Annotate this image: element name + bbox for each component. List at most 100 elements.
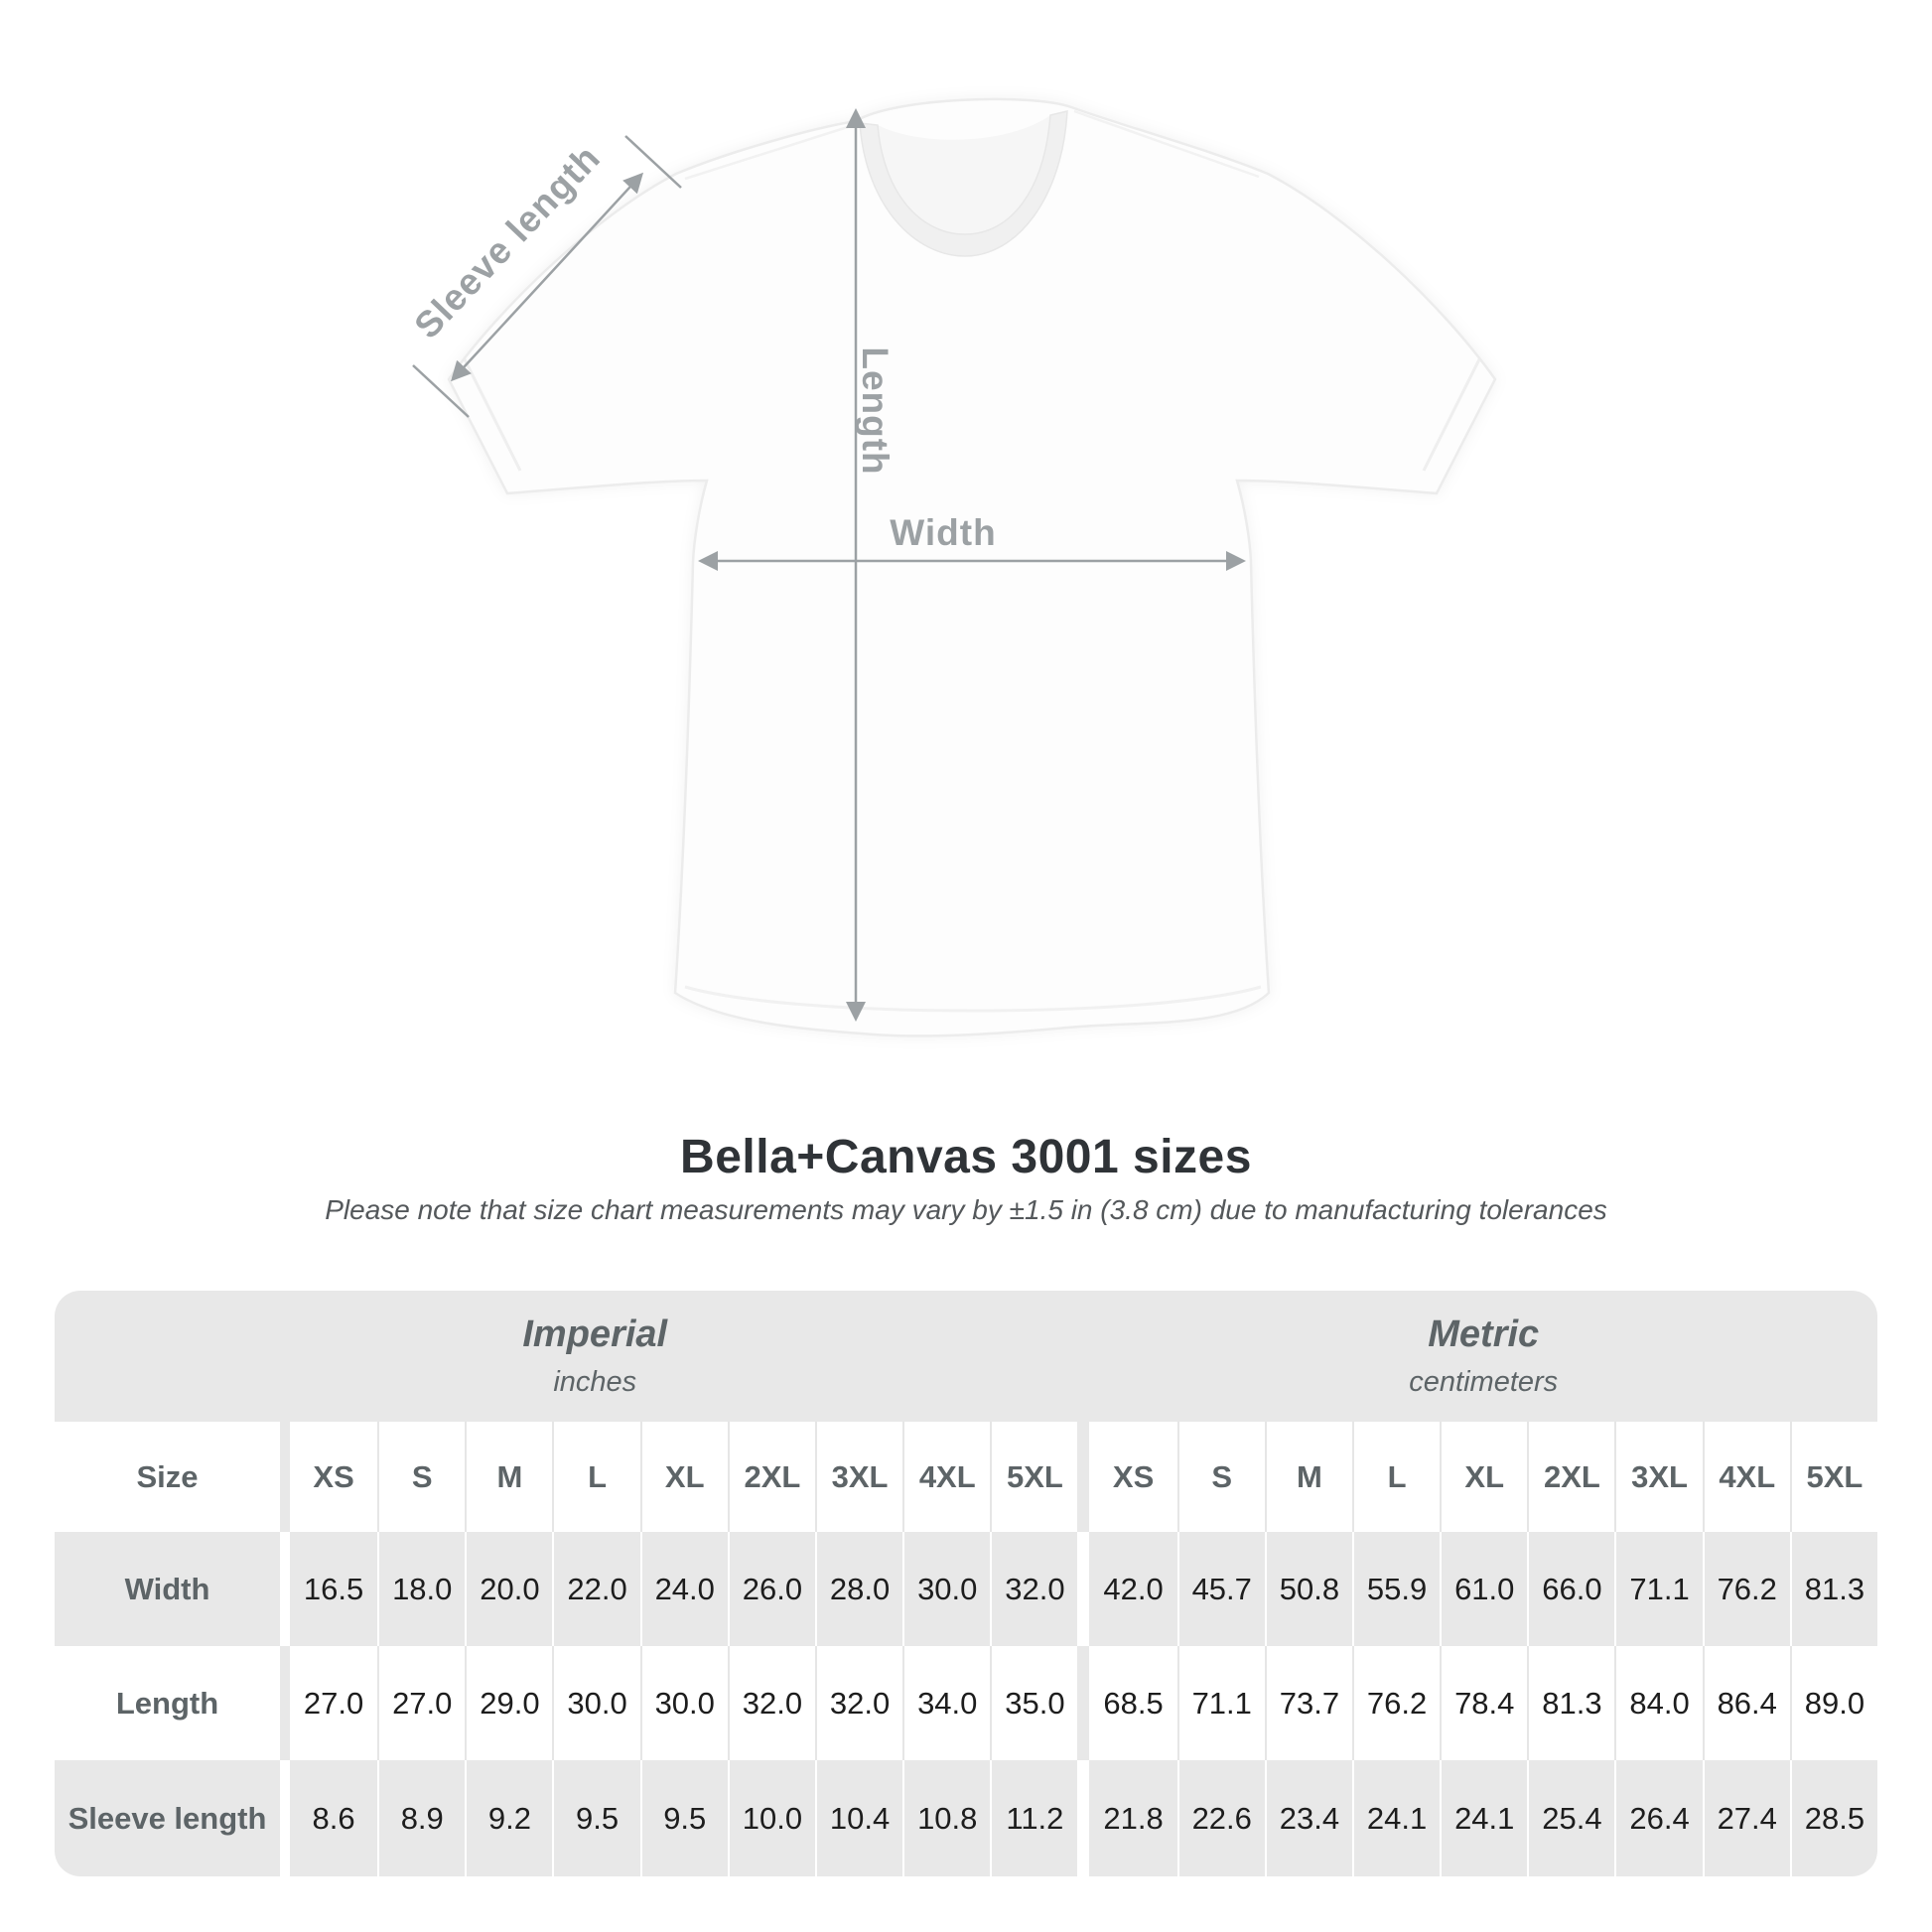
cell-value: 21.8 (1089, 1760, 1177, 1876)
label-separator (280, 1422, 290, 1532)
metric-size-header: 3XL (1614, 1422, 1703, 1532)
cell-value: 42.0 (1089, 1532, 1177, 1646)
cell-value: 26.0 (727, 1532, 815, 1646)
imperial-size-header: XS (290, 1422, 378, 1532)
cell-value: 34.0 (902, 1646, 991, 1760)
cell-value: 22.0 (552, 1532, 640, 1646)
cell-value: 20.0 (465, 1532, 553, 1646)
sleeve-length-end-tick (624, 135, 682, 189)
size-column-header: Size (55, 1422, 280, 1532)
cell-value: 29.0 (465, 1646, 553, 1760)
imperial-size-header: S (377, 1422, 466, 1532)
cell-value: 30.0 (902, 1532, 991, 1646)
cell-value: 66.0 (1527, 1532, 1615, 1646)
cell-value: 27.0 (290, 1646, 378, 1760)
cell-value: 55.9 (1351, 1532, 1441, 1646)
tshirt-measurement-diagram: Length Width Sleeve length (406, 97, 1497, 1037)
group-separator (1077, 1291, 1090, 1422)
cell-value: 81.3 (1527, 1646, 1615, 1760)
imperial-group-header: Imperial inches (55, 1291, 1078, 1422)
cell-value: 9.5 (552, 1760, 640, 1876)
imperial-group-title: Imperial (522, 1313, 668, 1355)
cell-value: 45.7 (1176, 1532, 1265, 1646)
tshirt-collar-band (859, 110, 1068, 257)
cell-value: 30.0 (639, 1646, 728, 1760)
cell-value: 26.4 (1614, 1760, 1703, 1876)
cell-value: 81.3 (1789, 1532, 1877, 1646)
cell-value: 10.8 (902, 1760, 991, 1876)
metric-size-header: 4XL (1702, 1422, 1790, 1532)
cell-value: 86.4 (1702, 1646, 1790, 1760)
imperial-group-unit: inches (553, 1366, 637, 1398)
imperial-size-header: XL (639, 1422, 728, 1532)
label-separator (280, 1532, 290, 1646)
cell-value: 71.1 (1614, 1532, 1703, 1646)
cell-value: 30.0 (552, 1646, 640, 1760)
cell-value: 78.4 (1440, 1646, 1528, 1760)
cell-value: 22.6 (1176, 1760, 1265, 1876)
width-dimension-label: Width (890, 512, 996, 553)
cell-value: 16.5 (290, 1532, 378, 1646)
metric-size-header: L (1351, 1422, 1441, 1532)
tshirt-illustration (447, 97, 1497, 1037)
cell-value: 28.0 (814, 1532, 903, 1646)
sleeve-length-dimension (412, 135, 682, 418)
cell-value: 89.0 (1789, 1646, 1877, 1760)
imperial-size-header: M (465, 1422, 553, 1532)
cell-value: 18.0 (377, 1532, 466, 1646)
metric-group-title: Metric (1428, 1313, 1540, 1355)
cell-value: 24.0 (639, 1532, 728, 1646)
cell-value: 73.7 (1264, 1646, 1352, 1760)
metric-size-header: 5XL (1789, 1422, 1877, 1532)
imperial-size-header: L (552, 1422, 640, 1532)
imperial-size-header: 4XL (902, 1422, 991, 1532)
tolerance-note: Please note that size chart measurements… (325, 1194, 1607, 1225)
metric-group-header: Metric centimeters (1089, 1291, 1877, 1422)
metric-size-header: XL (1440, 1422, 1528, 1532)
cell-value: 25.4 (1527, 1760, 1615, 1876)
cell-value: 32.0 (990, 1532, 1078, 1646)
metric-size-header: XS (1089, 1422, 1177, 1532)
cell-value: 76.2 (1351, 1646, 1441, 1760)
imperial-size-header: 5XL (990, 1422, 1078, 1532)
row-label: Sleeve length (55, 1760, 280, 1876)
cell-value: 9.2 (465, 1760, 553, 1876)
tshirt-right-cuff-seam (1422, 358, 1481, 472)
tshirt-hem-seam (684, 985, 1262, 1013)
cell-value: 10.4 (814, 1760, 903, 1876)
page-title: Bella+Canvas 3001 sizes (680, 1131, 1252, 1183)
sleeve-length-end-tick (412, 364, 470, 418)
cell-value: 84.0 (1614, 1646, 1703, 1760)
cell-value: 61.0 (1440, 1532, 1528, 1646)
tshirt-right-shoulder-seam (1073, 109, 1260, 179)
group-separator (1077, 1646, 1090, 1760)
cell-value: 32.0 (727, 1646, 815, 1760)
cell-value: 71.1 (1176, 1646, 1265, 1760)
metric-size-header: 2XL (1527, 1422, 1615, 1532)
cell-value: 50.8 (1264, 1532, 1352, 1646)
metric-size-header: S (1176, 1422, 1265, 1532)
group-separator (1077, 1422, 1090, 1532)
cell-value: 24.1 (1440, 1760, 1528, 1876)
imperial-size-header: 2XL (727, 1422, 815, 1532)
length-dimension-label: Length (855, 346, 896, 475)
cell-value: 27.0 (377, 1646, 466, 1760)
cell-value: 24.1 (1351, 1760, 1441, 1876)
cell-value: 68.5 (1089, 1646, 1177, 1760)
cell-value: 8.6 (290, 1760, 378, 1876)
sleeve-length-dimension-line (450, 172, 644, 382)
metric-size-header: M (1264, 1422, 1352, 1532)
cell-value: 28.5 (1789, 1760, 1877, 1876)
group-separator (1077, 1760, 1090, 1876)
cell-value: 23.4 (1264, 1760, 1352, 1876)
label-separator (280, 1760, 290, 1876)
row-label: Width (55, 1532, 280, 1646)
group-separator (1077, 1532, 1090, 1646)
cell-value: 76.2 (1702, 1532, 1790, 1646)
metric-group-unit: centimeters (1409, 1366, 1559, 1398)
size-table: Imperial inches Metric centimeters Size … (55, 1291, 1877, 1876)
imperial-size-header: 3XL (814, 1422, 903, 1532)
cell-value: 8.9 (377, 1760, 466, 1876)
row-label: Length (55, 1646, 280, 1760)
tshirt-left-shoulder-seam (684, 123, 855, 181)
